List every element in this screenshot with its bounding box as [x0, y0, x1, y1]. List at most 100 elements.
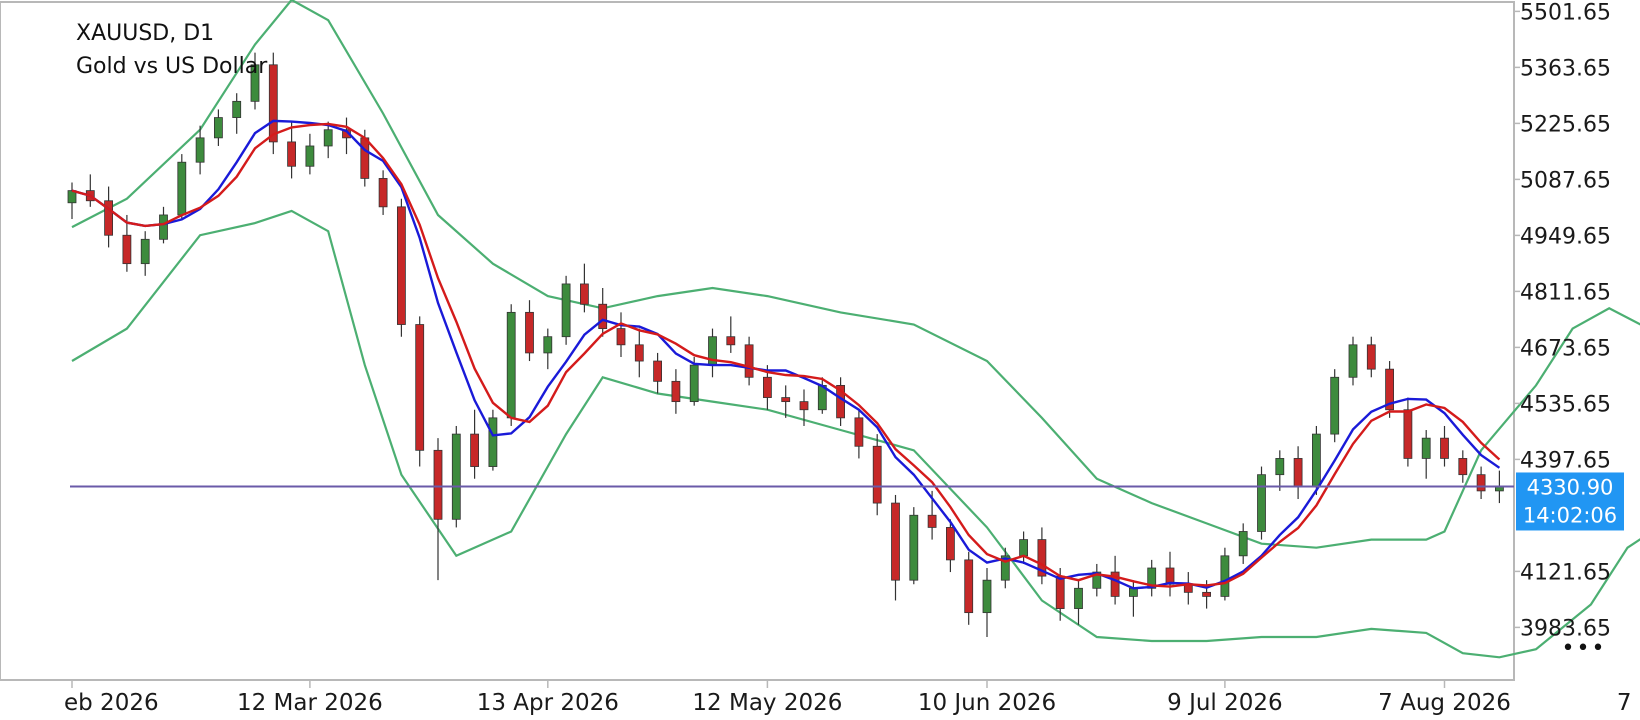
candle-body	[268, 64, 278, 143]
candle	[964, 551, 974, 625]
upper-band-line	[71, 0, 1640, 549]
candle	[580, 263, 589, 313]
candle	[708, 328, 717, 378]
candle-body	[140, 238, 150, 265]
candle	[104, 186, 113, 248]
candle-body	[653, 360, 662, 382]
x-tick-label: 10 Jun 2026	[918, 690, 1056, 716]
candle-body	[396, 206, 406, 325]
x-tick-label: 7 Aug 2026	[1378, 690, 1511, 716]
candle-body	[1110, 571, 1120, 597]
candle-countdown: 14:02:06	[1523, 503, 1617, 527]
candle	[1074, 580, 1083, 625]
candle	[817, 377, 827, 414]
candle-body	[415, 324, 425, 451]
candle	[451, 425, 461, 528]
candle-body	[250, 64, 260, 102]
candle	[122, 214, 132, 272]
candle	[1257, 466, 1266, 540]
candle	[1421, 430, 1431, 479]
candle	[744, 336, 754, 386]
candle-body	[1074, 587, 1083, 609]
moving-averages	[71, 119, 1501, 590]
candle	[85, 174, 95, 207]
candle	[726, 316, 736, 353]
candle	[836, 377, 845, 426]
candle	[616, 312, 626, 357]
y-tick-label: 4673.65	[1520, 336, 1611, 361]
candle	[1403, 397, 1413, 467]
candle-body	[671, 380, 681, 403]
candle	[781, 385, 791, 418]
y-tick-label: 4121.65	[1520, 560, 1611, 585]
candle-body	[1476, 474, 1486, 492]
candle	[287, 121, 297, 179]
candle	[872, 434, 882, 516]
candle	[1458, 450, 1468, 483]
candle-body	[1458, 458, 1468, 476]
y-tick-label: 4535.65	[1520, 392, 1611, 417]
candle	[396, 198, 406, 337]
time-axis[interactable]: eb 2026 12 Mar 2026 13 Apr 2026 12 May 2026…	[64, 680, 1640, 716]
candle-body	[781, 397, 791, 403]
y-tick-label: 5087.65	[1520, 168, 1611, 193]
candle	[1165, 551, 1175, 597]
candle-body	[561, 283, 571, 338]
candle	[946, 519, 955, 573]
candle-body	[378, 178, 388, 208]
candle-body	[177, 161, 187, 216]
candle-body	[1000, 555, 1010, 581]
candle	[891, 494, 900, 601]
candle-body	[580, 283, 589, 305]
candle	[433, 438, 443, 581]
candle-body	[543, 336, 553, 354]
candle-body	[1275, 458, 1285, 476]
price-axis[interactable]: 5501.65 5363.65 5225.65 5087.65 4949.65 4811.…	[1514, 0, 1611, 641]
x-tick-label: 12 May 2026	[692, 690, 842, 716]
candle-body	[104, 200, 113, 236]
current-price-value: 4330.90	[1527, 475, 1614, 499]
candle-body	[1147, 567, 1157, 589]
candle-body	[1257, 474, 1266, 532]
candle-body	[744, 344, 754, 378]
candle-body	[1421, 437, 1431, 459]
candle	[67, 182, 77, 220]
candle	[1000, 547, 1010, 589]
candle	[1147, 559, 1157, 597]
candle-body	[1055, 575, 1065, 609]
candle-body	[305, 145, 315, 167]
candle-body	[323, 129, 333, 147]
candle	[1366, 336, 1376, 378]
more-options-icon[interactable]: •••	[1562, 636, 1607, 661]
symbol-description: Gold vs US Dollar	[76, 54, 268, 79]
y-tick-label: 4397.65	[1520, 448, 1611, 473]
candle-body	[1165, 567, 1175, 585]
candle-body	[1330, 376, 1340, 435]
candle-body	[634, 344, 644, 362]
candle-body	[1037, 539, 1047, 577]
price-tag-background	[1516, 472, 1624, 531]
plot-area[interactable]	[0, 0, 1640, 681]
candle	[1129, 580, 1138, 617]
candle-body	[1403, 409, 1413, 459]
candle	[1293, 446, 1303, 500]
candle-body	[195, 137, 205, 163]
x-tick-label: 7 Sep 2026	[1617, 690, 1640, 716]
candle	[543, 328, 553, 370]
y-tick-label: 4811.65	[1520, 280, 1611, 305]
candle	[232, 93, 242, 134]
candle-body	[506, 311, 516, 419]
candle-body	[1293, 458, 1303, 488]
candle	[799, 389, 809, 426]
candle-body	[1220, 555, 1230, 597]
candle	[195, 125, 205, 175]
candle-body	[946, 527, 955, 561]
candle-body	[1092, 571, 1102, 589]
candle-body	[689, 364, 699, 403]
candle-body	[525, 311, 534, 354]
candle	[1183, 572, 1193, 605]
candle	[268, 52, 278, 155]
candle	[653, 352, 662, 394]
candle-body	[433, 449, 443, 520]
